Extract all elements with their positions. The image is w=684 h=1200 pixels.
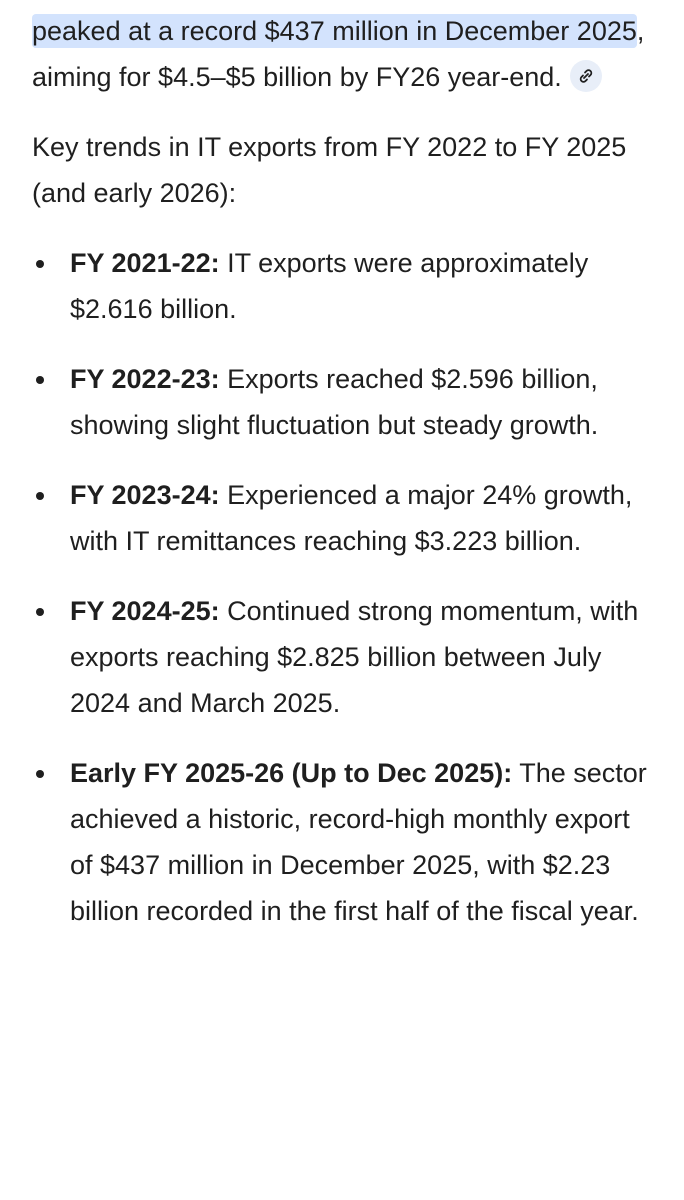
item-label: Early FY 2025-26 (Up to Dec 2025):: [70, 758, 513, 788]
trend-item: FY 2023-24: Experienced a major 24% grow…: [32, 472, 654, 564]
trend-item: FY 2021-22: IT exports were approximatel…: [32, 240, 654, 332]
item-text: Exports reached $2.596 billion, showing …: [70, 364, 599, 440]
lead-paragraph: Key trends in IT exports from FY 2022 to…: [32, 132, 627, 208]
item-label: FY 2021-22:: [70, 248, 220, 278]
trend-item: Early FY 2025-26 (Up to Dec 2025): The s…: [32, 750, 654, 934]
item-label: FY 2022-23:: [70, 364, 220, 394]
item-label: FY 2023-24:: [70, 480, 220, 510]
trend-item: FY 2022-23: Exports reached $2.596 billi…: [32, 356, 654, 448]
trend-item: FY 2024-25: Continued strong momentum, w…: [32, 588, 654, 726]
item-text: The sector achieved a historic, record-h…: [70, 758, 647, 926]
intro-paragraph: peaked at a record $437 million in Decem…: [32, 8, 654, 100]
highlighted-text[interactable]: peaked at a record $437 million in Decem…: [32, 14, 637, 48]
intro-text: , aiming for $4.5–$5 billion by FY26 yea…: [32, 16, 645, 92]
item-text: Continued strong momentum, with exports …: [70, 596, 639, 718]
trend-list: FY 2021-22: IT exports were approximatel…: [32, 240, 654, 934]
item-text: Experienced a major 24% growth, with IT …: [70, 480, 633, 556]
item-label: FY 2024-25:: [70, 596, 220, 626]
item-text: IT exports were approximately $2.616 bil…: [70, 248, 589, 324]
answer: peaked at a record $437 million in Decem…: [32, 8, 654, 934]
source-link-icon[interactable]: [569, 60, 602, 92]
